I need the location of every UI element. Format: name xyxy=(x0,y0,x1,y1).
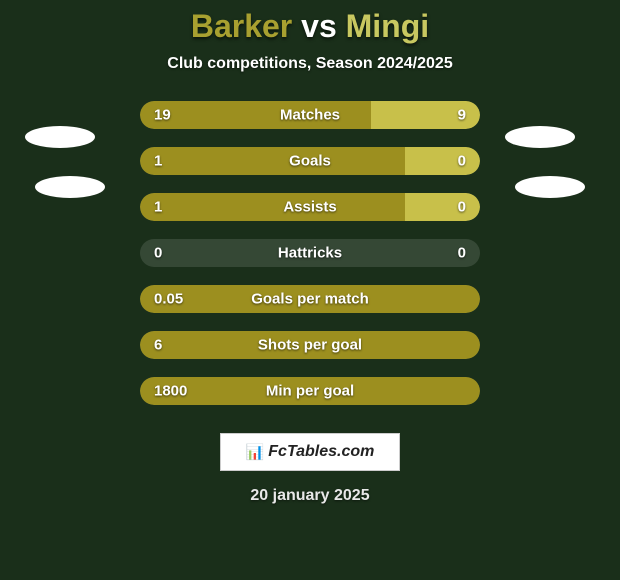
vs-text: vs xyxy=(301,8,337,44)
bar-track: Shots per goal 6 xyxy=(140,331,480,359)
date-text: 20 january 2025 xyxy=(0,487,620,505)
player1-name: Barker xyxy=(191,8,292,44)
bar-right xyxy=(405,147,480,175)
stat-label: Min per goal xyxy=(266,383,354,400)
bar-left xyxy=(140,147,405,175)
value-left: 0 xyxy=(154,245,162,262)
stat-label: Goals xyxy=(289,153,331,170)
bar-left xyxy=(140,193,405,221)
team-badge xyxy=(35,176,105,198)
value-right: 0 xyxy=(458,153,466,170)
bar-track: Assists 1 0 xyxy=(140,193,480,221)
brand-logo[interactable]: 📊 FcTables.com xyxy=(220,433,400,471)
bar-track: Matches 19 9 xyxy=(140,101,480,129)
value-left: 1 xyxy=(154,199,162,216)
stat-row: Goals 1 0 xyxy=(0,147,620,175)
bar-track: Goals 1 0 xyxy=(140,147,480,175)
stat-row: Matches 19 9 xyxy=(0,101,620,129)
value-left: 6 xyxy=(154,337,162,354)
subtitle: Club competitions, Season 2024/2025 xyxy=(0,55,620,73)
team-badge xyxy=(505,126,575,148)
value-right: 9 xyxy=(458,107,466,124)
team-badge xyxy=(515,176,585,198)
stat-label: Goals per match xyxy=(251,291,369,308)
stat-row: Goals per match 0.05 xyxy=(0,285,620,313)
value-left: 1 xyxy=(154,153,162,170)
value-left: 19 xyxy=(154,107,171,124)
stat-label: Assists xyxy=(283,199,336,216)
stat-row: Shots per goal 6 xyxy=(0,331,620,359)
value-left: 0.05 xyxy=(154,291,183,308)
stat-label: Shots per goal xyxy=(258,337,362,354)
brand-text: FcTables.com xyxy=(268,443,374,461)
value-right: 0 xyxy=(458,199,466,216)
value-right: 0 xyxy=(458,245,466,262)
bar-track: Hattricks 0 0 xyxy=(140,239,480,267)
value-left: 1800 xyxy=(154,383,187,400)
stat-label: Hattricks xyxy=(278,245,342,262)
chart-icon: 📊 xyxy=(246,443,265,461)
player2-name: Mingi xyxy=(346,8,430,44)
comparison-title: Barker vs Mingi xyxy=(0,8,620,45)
stat-row: Hattricks 0 0 xyxy=(0,239,620,267)
stat-row: Assists 1 0 xyxy=(0,193,620,221)
team-badge xyxy=(25,126,95,148)
bar-right xyxy=(405,193,480,221)
bar-track: Min per goal 1800 xyxy=(140,377,480,405)
bar-track: Goals per match 0.05 xyxy=(140,285,480,313)
stat-row: Min per goal 1800 xyxy=(0,377,620,405)
stat-label: Matches xyxy=(280,107,340,124)
